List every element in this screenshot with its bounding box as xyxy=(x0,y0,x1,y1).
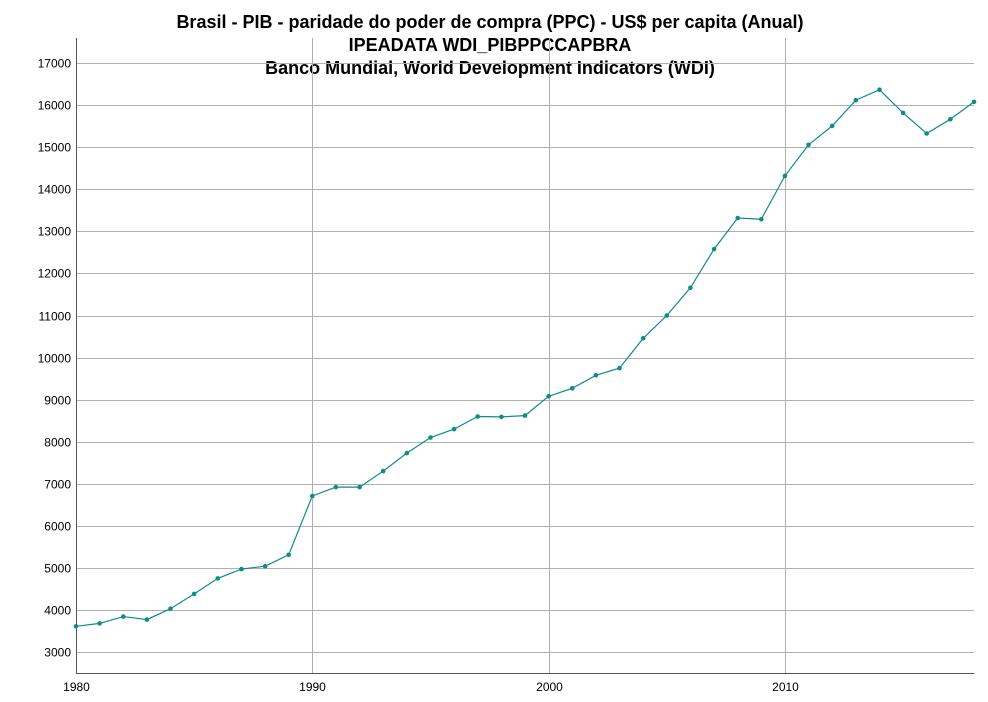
chart-title-line-3: Banco Mundial, World Development Indicat… xyxy=(265,58,715,78)
data-point[interactable] xyxy=(168,606,173,611)
chart-title: Brasil - PIB - paridade do poder de comp… xyxy=(176,12,803,78)
data-point[interactable] xyxy=(664,313,670,318)
data-point[interactable] xyxy=(924,131,929,136)
data-point[interactable] xyxy=(191,591,197,597)
y-tick-label: 10000 xyxy=(38,352,72,366)
x-tick-label: 1980 xyxy=(63,680,90,694)
y-tick-label: 17000 xyxy=(38,57,72,71)
data-point[interactable] xyxy=(829,123,835,129)
y-tick-label: 3000 xyxy=(44,646,71,660)
data-point[interactable] xyxy=(971,99,977,105)
data-point[interactable] xyxy=(877,87,882,92)
y-tick-label: 11000 xyxy=(39,310,72,324)
data-point[interactable] xyxy=(806,142,811,148)
y-tick-label: 6000 xyxy=(44,520,71,534)
x-tick-label: 2010 xyxy=(772,680,799,694)
data-point[interactable] xyxy=(262,563,268,569)
data-point[interactable] xyxy=(97,621,102,626)
y-tick-label: 9000 xyxy=(44,394,71,408)
data-point[interactable] xyxy=(853,97,859,103)
data-point[interactable] xyxy=(570,386,575,391)
data-point[interactable] xyxy=(215,576,221,581)
data-point[interactable] xyxy=(451,426,457,432)
data-point[interactable] xyxy=(121,614,126,619)
data-point[interactable] xyxy=(593,373,599,378)
x-tick-label: 1990 xyxy=(299,680,326,694)
data-point[interactable] xyxy=(144,617,150,622)
data-point[interactable] xyxy=(428,435,433,440)
data-point[interactable] xyxy=(499,414,504,420)
data-point[interactable] xyxy=(617,365,622,371)
y-tick-label: 16000 xyxy=(38,99,72,113)
data-point[interactable] xyxy=(475,414,481,419)
data-point[interactable] xyxy=(380,468,386,474)
y-tick-label: 5000 xyxy=(44,562,71,576)
axes xyxy=(76,38,974,674)
chart-title-line-1: Brasil - PIB - paridade do poder de comp… xyxy=(176,12,803,32)
y-tick-label: 13000 xyxy=(38,225,72,239)
data-point[interactable] xyxy=(735,215,740,221)
grid xyxy=(76,38,974,673)
y-tick-label: 7000 xyxy=(44,478,71,492)
data-point[interactable] xyxy=(522,413,528,418)
data-point[interactable] xyxy=(640,336,646,341)
data-point[interactable] xyxy=(711,246,717,252)
y-tick-label: 4000 xyxy=(44,604,71,618)
x-tick-label: 2000 xyxy=(536,680,563,694)
data-point[interactable] xyxy=(688,285,693,291)
data-point[interactable] xyxy=(310,493,315,499)
data-point[interactable] xyxy=(782,173,788,179)
chart-title-line-2: IPEADATA WDI_PIBPPCCAPBRA xyxy=(349,35,632,55)
data-point[interactable] xyxy=(239,566,244,572)
y-tick-label: 14000 xyxy=(38,183,72,197)
data-point[interactable] xyxy=(546,394,551,399)
data-point[interactable] xyxy=(286,552,292,558)
series xyxy=(73,87,977,629)
data-point[interactable] xyxy=(357,484,362,490)
y-tick-label: 12000 xyxy=(38,267,72,281)
tick-labels: 3000 4000 5000 6000 7000 8000 9000 10000 11000 12… xyxy=(38,57,800,695)
data-point[interactable] xyxy=(404,450,410,456)
data-point[interactable] xyxy=(948,116,953,122)
data-point[interactable] xyxy=(73,624,79,629)
y-tick-label: 8000 xyxy=(44,436,71,450)
data-point[interactable] xyxy=(759,216,764,222)
data-point[interactable] xyxy=(333,484,339,490)
y-tick-label: 15000 xyxy=(38,141,72,155)
data-point[interactable] xyxy=(900,110,906,116)
